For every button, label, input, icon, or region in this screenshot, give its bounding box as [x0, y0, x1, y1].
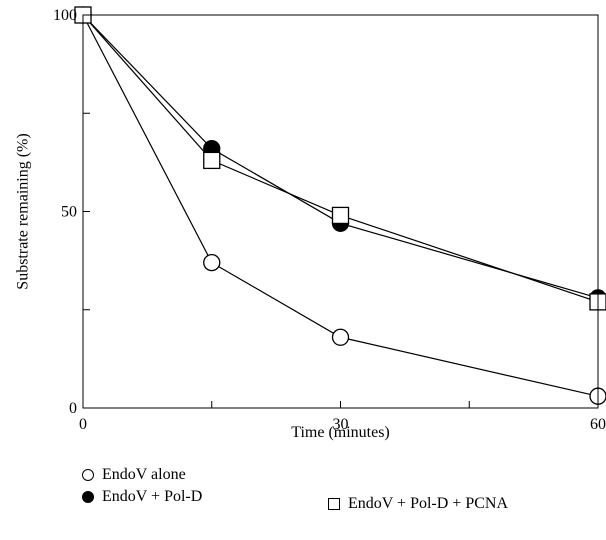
y-tick-label-0: 0 [69, 400, 77, 417]
y-tick-label-2: 50 [61, 204, 77, 221]
series-2-point-2 [331, 206, 350, 225]
legend-item-endov-alone: EndoV alone [82, 464, 202, 486]
series-line-0 [82, 14, 599, 397]
legend-item-endov-pol-d: EndoV + Pol-D [82, 486, 202, 508]
open-circle-icon [82, 469, 94, 481]
series-line-1 [82, 14, 599, 299]
x-tick-label-0: 0 [79, 416, 87, 433]
open-square-icon [328, 498, 340, 510]
x-tick-label-4: 60 [590, 416, 606, 433]
legend-item-endov-pol-d-pcna: EndoV + Pol-D + PCNA [328, 493, 508, 515]
series-line-2 [82, 14, 599, 303]
series-layer [74, 6, 606, 405]
legend-label-endov-pol-d-pcna: EndoV + Pol-D + PCNA [348, 495, 508, 512]
filled-circle-icon [82, 491, 94, 503]
y-axis-title: Substrate remaining (%) [15, 133, 32, 289]
series-0-point-2 [331, 328, 350, 346]
x-tick-label-2: 30 [333, 416, 349, 433]
legend-right: EndoV + Pol-D + PCNA [328, 493, 508, 515]
y-tick-label-4: 100 [53, 7, 77, 24]
legend-label-endov-alone: EndoV alone [102, 466, 186, 483]
legend-label-endov-pol-d: EndoV + Pol-D [102, 488, 203, 505]
ticks-layer: 0 30 60 0 50 100 [53, 7, 606, 433]
series-0-point-1 [203, 253, 221, 272]
x-axis-title: Time (minutes) [291, 424, 390, 441]
legend: EndoV alone EndoV + Pol-D [82, 464, 202, 508]
series-2-point-1 [203, 151, 221, 170]
